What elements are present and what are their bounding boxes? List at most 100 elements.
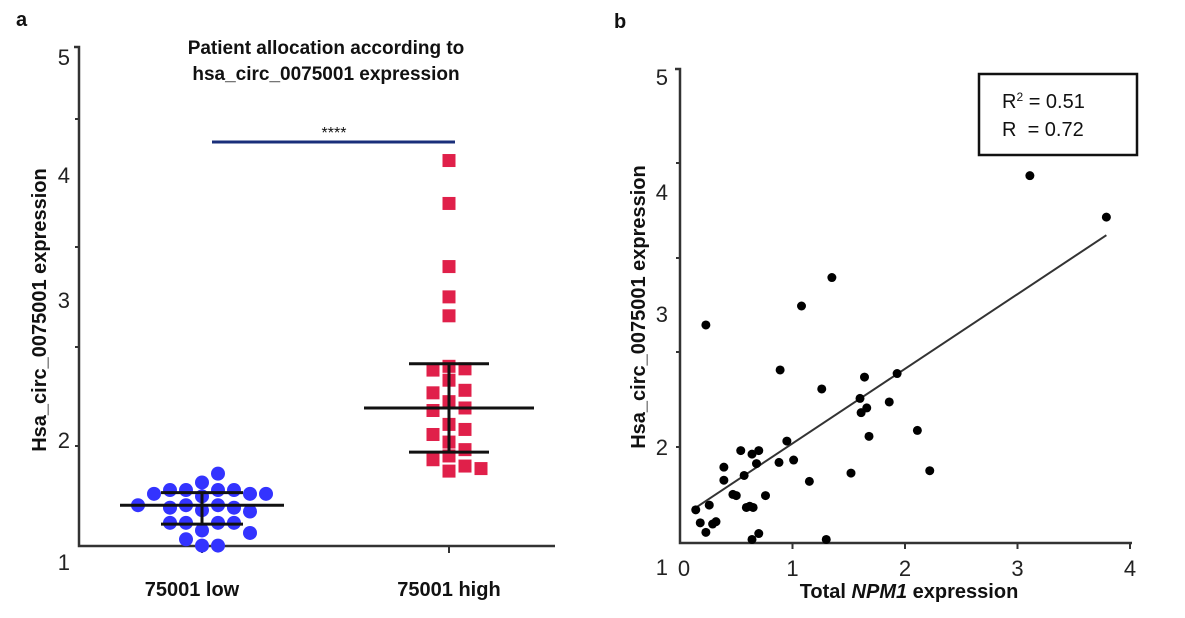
scatter-point xyxy=(774,457,784,467)
panel-a-ytick-label: 1 xyxy=(58,550,70,575)
scatter-point xyxy=(739,470,749,480)
r-squared-text: R2 = 0.51 xyxy=(1002,90,1085,113)
low-group-point xyxy=(243,486,257,501)
panel-b-ytick-label: 1 xyxy=(656,555,668,580)
low-group-point xyxy=(163,483,177,498)
r-squared-value: = 0.51 xyxy=(1023,91,1085,113)
high-group-point xyxy=(474,462,488,476)
panel-b-points xyxy=(691,171,1111,544)
low-group-point xyxy=(179,532,193,547)
scatter-point xyxy=(736,446,746,456)
high-group-point xyxy=(442,196,456,210)
scatter-point xyxy=(748,502,758,512)
scatter-point xyxy=(1025,171,1035,181)
scatter-point xyxy=(817,384,827,394)
r-text: R = 0.72 xyxy=(1002,119,1084,141)
scatter-point xyxy=(754,529,764,539)
scatter-point xyxy=(775,365,785,375)
r-squared-superscript: 2 xyxy=(1016,90,1023,104)
low-group-point xyxy=(195,538,209,553)
high-group-point xyxy=(442,154,456,168)
high-group-point xyxy=(426,404,440,417)
high-group-point xyxy=(426,363,440,377)
panel-b-xtick-labels: 0 1 2 3 4 xyxy=(678,556,1136,581)
panel-b-ticks xyxy=(676,162,1131,549)
low-group-point xyxy=(147,486,161,501)
high-group-point xyxy=(442,464,456,478)
scatter-point xyxy=(701,320,711,330)
scatter-point xyxy=(747,449,757,459)
high-group-point xyxy=(458,422,472,436)
scatter-point xyxy=(804,476,814,486)
low-group-point xyxy=(211,538,225,553)
scatter-point xyxy=(860,372,869,382)
scatter-point xyxy=(761,491,770,501)
low-group-point xyxy=(211,466,225,481)
high-group-point xyxy=(426,453,440,467)
panel-b-ytick-label: 3 xyxy=(656,302,668,327)
panel-b-xtick-label: 3 xyxy=(1011,556,1023,581)
scatter-point xyxy=(789,455,799,465)
scatter-point xyxy=(827,273,837,283)
low-group-point xyxy=(195,475,209,490)
scatter-point xyxy=(752,459,761,469)
scatter-point xyxy=(695,518,705,528)
scatter-point xyxy=(864,431,874,441)
x-axis-label-gene: NPM1 xyxy=(852,581,908,603)
low-group-point xyxy=(179,483,193,498)
panel-a-label: a xyxy=(16,9,28,31)
high-group-point xyxy=(426,427,440,441)
scatter-point xyxy=(862,403,872,413)
low-group-point xyxy=(259,486,273,501)
panel-a-category-label: 75001 high xyxy=(397,579,500,601)
panel-a: a Patient allocation according to hsa_ci… xyxy=(16,9,555,601)
panel-b-y-axis-label: Hsa_circ_0075001 expression xyxy=(628,165,650,449)
panel-a-y-axis-label: Hsa_circ_0075001 expression xyxy=(29,168,51,452)
scatter-point xyxy=(855,393,865,403)
low-group-point xyxy=(243,525,257,540)
panel-b-xtick-label: 2 xyxy=(899,556,911,581)
scatter-point xyxy=(711,517,721,527)
r-squared-label: R xyxy=(1002,91,1016,113)
scatter-point xyxy=(747,534,757,544)
x-axis-label-suffix: expression xyxy=(907,581,1018,603)
x-axis-label-prefix: Total xyxy=(800,581,852,603)
panel-a-title-line1: Patient allocation according to xyxy=(188,38,465,59)
scatter-point xyxy=(821,534,831,544)
scatter-point xyxy=(782,436,792,446)
panel-a-ytick-label: 2 xyxy=(58,428,70,453)
panel-b-ytick-label: 5 xyxy=(656,65,668,90)
scatter-point xyxy=(846,468,856,478)
high-group-point xyxy=(458,443,472,457)
low-group-point xyxy=(211,483,225,498)
r-value: = 0.72 xyxy=(1016,119,1083,141)
panel-b-xtick-label: 0 xyxy=(678,556,690,581)
scatter-point xyxy=(728,489,738,499)
low-group-point xyxy=(227,483,241,498)
low-group-point xyxy=(227,500,241,515)
low-group-point xyxy=(163,500,177,515)
scatter-point xyxy=(719,475,729,485)
correlation-annotation-box xyxy=(977,72,1139,157)
panel-b-ytick-label: 2 xyxy=(656,435,668,460)
panel-a-title-line2: hsa_circ_0075001 expression xyxy=(192,64,459,85)
scatter-point xyxy=(912,425,922,435)
r-label: R xyxy=(1002,119,1016,141)
panel-a-axes xyxy=(74,45,555,548)
high-group-point xyxy=(442,309,456,323)
panel-b-label: b xyxy=(614,11,626,33)
high-group-point xyxy=(458,362,472,376)
panel-b-ytick-label: 4 xyxy=(656,180,668,205)
scatter-point xyxy=(704,500,714,510)
low-group-point xyxy=(195,523,209,538)
high-group-point xyxy=(458,459,472,473)
scatter-point xyxy=(719,462,729,472)
high-group-point xyxy=(442,290,456,304)
high-group-point xyxy=(458,383,472,397)
scatter-point xyxy=(754,446,764,456)
panel-b-xtick-label: 4 xyxy=(1124,556,1136,581)
scatter-point xyxy=(884,397,894,407)
low-group-point xyxy=(243,504,257,519)
